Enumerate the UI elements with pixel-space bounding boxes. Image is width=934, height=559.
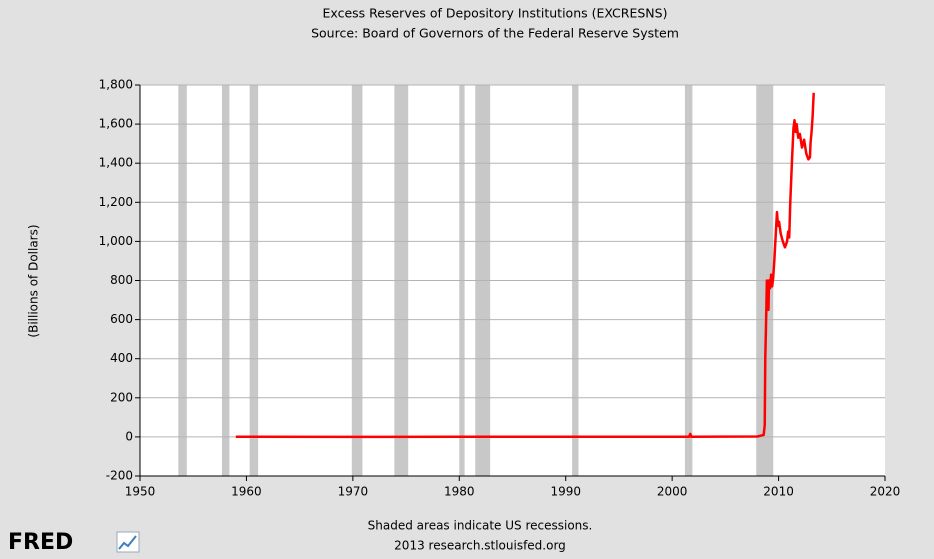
chart-title: Excess Reserves of Depository Institutio… [323, 6, 668, 21]
y-axis-label: (Billions of Dollars) [27, 224, 41, 337]
x-tick-label: 1950 [125, 485, 156, 499]
y-tick-label: 400 [110, 351, 133, 365]
x-tick-label: 1970 [338, 485, 369, 499]
logo-text: FRED [8, 530, 73, 555]
y-tick-label: 1,200 [99, 195, 133, 209]
source-note: 2013 research.stlouisfed.org [394, 539, 566, 553]
y-tick-label: 1,800 [99, 78, 133, 92]
y-tick-label: 0 [125, 429, 133, 443]
y-tick-label: 1,000 [99, 234, 133, 248]
x-tick-label: 2010 [763, 485, 794, 499]
x-tick-label: 1960 [231, 485, 262, 499]
x-tick-label: 1990 [550, 485, 581, 499]
data-line [235, 92, 815, 439]
fred-logo: FRED [8, 530, 140, 555]
logo-icon [116, 531, 140, 553]
x-tick-label: 2020 [870, 485, 901, 499]
recession-note: Shaded areas indicate US recessions. [368, 519, 593, 533]
y-tick-label: 200 [110, 390, 133, 404]
chart-subtitle: Source: Board of Governors of the Federa… [311, 26, 679, 41]
y-tick-label: 1,600 [99, 117, 133, 131]
y-tick-label: -200 [106, 469, 133, 483]
logo-icon-line [118, 535, 137, 550]
x-tick-label: 2000 [657, 485, 688, 499]
x-tick-label: 1980 [444, 485, 475, 499]
y-tick-label: 1,400 [99, 156, 133, 170]
y-tick-label: 600 [110, 312, 133, 326]
y-tick-label: 800 [110, 273, 133, 287]
